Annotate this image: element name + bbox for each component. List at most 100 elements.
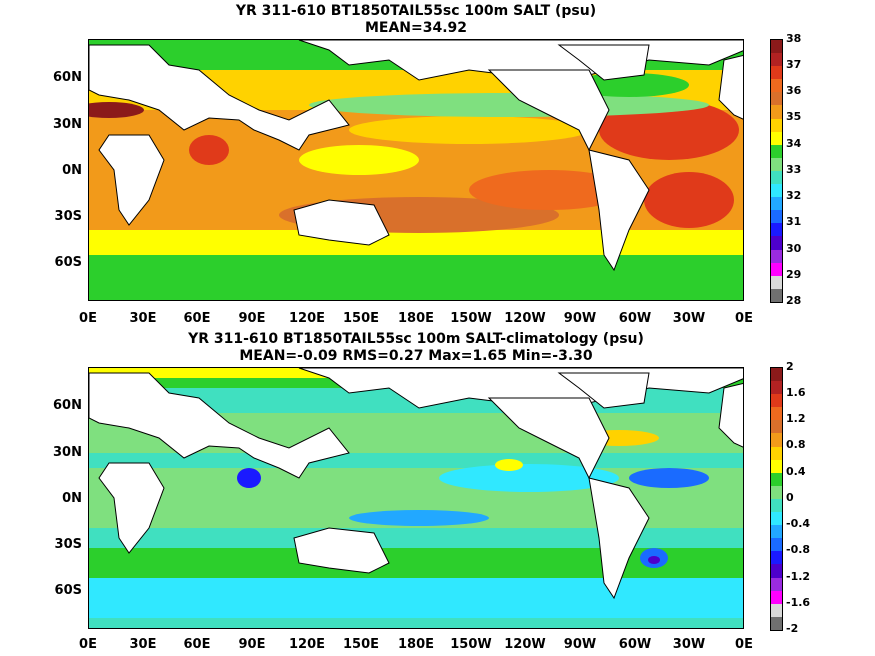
salinity-anomaly-map-canvas	[89, 368, 743, 628]
lon-label-150e: 150E	[342, 311, 380, 326]
lon-label-60w: 60W	[618, 637, 652, 652]
colorbar-label: 1.2	[786, 412, 806, 425]
salinity-map-canvas	[89, 40, 743, 300]
colorbar-segment	[771, 512, 782, 526]
lon-label-30w: 30W	[672, 311, 706, 326]
panel1-title: YR 311-610 BT1850TAIL55sc 100m SALT (psu…	[235, 3, 597, 19]
lat-label-60s: 60S	[54, 583, 82, 598]
colorbar-label: 2	[786, 360, 794, 373]
colorbar-label: -0.8	[786, 543, 811, 556]
lon-label-120w: 120W	[504, 311, 546, 326]
lon-label-120w: 120W	[504, 637, 546, 652]
colorbar-segment	[771, 157, 782, 171]
colorbar-segment	[771, 170, 782, 185]
colorbar-label: 38	[786, 32, 802, 45]
lon-label-150e: 150E	[342, 637, 380, 652]
colorbar-segment	[771, 407, 782, 421]
lon-label-90w: 90W	[563, 637, 597, 652]
colorbar-segment	[771, 590, 782, 604]
colorbar-segment	[771, 381, 782, 395]
colorbar-label: -2	[786, 622, 799, 635]
lat-label-60n: 60N	[53, 70, 82, 85]
colorbar-label: 0	[786, 491, 794, 504]
lon-label-30e: 30E	[129, 311, 157, 326]
colorbar-label: 36	[786, 84, 802, 97]
colorbar-segment	[771, 40, 782, 54]
lon-label-90w: 90W	[563, 311, 597, 326]
lon-label-90e: 90E	[238, 311, 266, 326]
colorbar-segment	[771, 368, 782, 382]
lon-label-120e: 120E	[288, 637, 326, 652]
colorbar-segment	[771, 275, 782, 289]
colorbar-label: -1.6	[786, 596, 811, 609]
colorbar-segment	[771, 66, 782, 80]
colorbar-segment	[771, 485, 782, 499]
colorbar-segment	[771, 446, 782, 460]
colorbar-label: 0.8	[786, 438, 806, 451]
lon-label-0e: 0E	[79, 637, 97, 652]
colorbar-label: 30	[786, 242, 802, 255]
colorbar-segment	[771, 105, 782, 119]
colorbar-segment	[771, 131, 782, 145]
colorbar-segment	[771, 538, 782, 552]
lat-label-30s: 30S	[54, 209, 82, 224]
panel2-title: YR 311-610 BT1850TAIL55sc 100m SALT-clim…	[188, 331, 644, 347]
colorbar-segment	[771, 92, 782, 106]
lon-label-0e: 0E	[79, 311, 97, 326]
colorbar-segment	[771, 79, 782, 93]
colorbar-label: 33	[786, 163, 802, 176]
lon-label-90e: 90E	[238, 637, 266, 652]
lat-label-30n: 30N	[53, 445, 82, 460]
colorbar-segment	[771, 603, 782, 617]
lat-label-60s: 60S	[54, 255, 82, 270]
colorbar-label: 28	[786, 294, 802, 307]
colorbar-label: -0.4	[786, 517, 811, 530]
colorbar-label: 1.6	[786, 386, 806, 399]
colorbar-label: 35	[786, 110, 802, 123]
lon-label-150w: 150W	[450, 637, 492, 652]
colorbar-label: 31	[786, 215, 802, 228]
colorbar-segment	[771, 498, 782, 513]
colorbar-label: 32	[786, 189, 802, 202]
lon-label-180e: 180E	[397, 637, 435, 652]
colorbar-segment	[771, 288, 782, 302]
colorbar-segment	[771, 564, 782, 578]
lon-label-120e: 120E	[288, 311, 326, 326]
lon-label-30e: 30E	[129, 637, 157, 652]
salinity-map	[88, 39, 744, 301]
colorbar-label: 29	[786, 268, 802, 281]
colorbar-segment	[771, 551, 782, 565]
colorbar-segment	[771, 394, 782, 408]
panel2-subtitle: MEAN=-0.09 RMS=0.27 Max=1.65 Min=-3.30	[239, 348, 593, 364]
panel1-subtitle: MEAN=34.92	[364, 20, 468, 36]
lon-label-60w: 60W	[618, 311, 652, 326]
colorbar-segment	[771, 433, 782, 447]
lat-label-0n: 0N	[62, 163, 82, 178]
lat-label-30n: 30N	[53, 117, 82, 132]
colorbar-segment	[771, 525, 782, 539]
colorbar-segment	[771, 53, 782, 67]
colorbar-label: 34	[786, 137, 802, 150]
lon-label-0e-end: 0E	[735, 311, 753, 326]
colorbar-segment	[771, 184, 782, 198]
lat-label-30s: 30S	[54, 537, 82, 552]
colorbar-segment	[771, 197, 782, 211]
lon-label-0e-end: 0E	[735, 637, 753, 652]
colorbar-segment	[771, 144, 782, 158]
salinity-anomaly-map	[88, 367, 744, 629]
lat-label-60n: 60N	[53, 398, 82, 413]
lon-label-60e: 60E	[183, 311, 211, 326]
lat-label-0n: 0N	[62, 491, 82, 506]
colorbar-label: 0.4	[786, 465, 806, 478]
colorbar-segment	[771, 472, 782, 486]
anomaly-colorbar	[770, 367, 783, 631]
colorbar-segment	[771, 420, 782, 434]
colorbar-label: -1.2	[786, 570, 811, 583]
lon-label-180e: 180E	[397, 311, 435, 326]
lon-label-60e: 60E	[183, 637, 211, 652]
colorbar-segment	[771, 577, 782, 591]
salinity-colorbar	[770, 39, 783, 303]
colorbar-segment	[771, 236, 782, 250]
colorbar-label: 37	[786, 58, 802, 71]
colorbar-segment	[771, 210, 782, 224]
